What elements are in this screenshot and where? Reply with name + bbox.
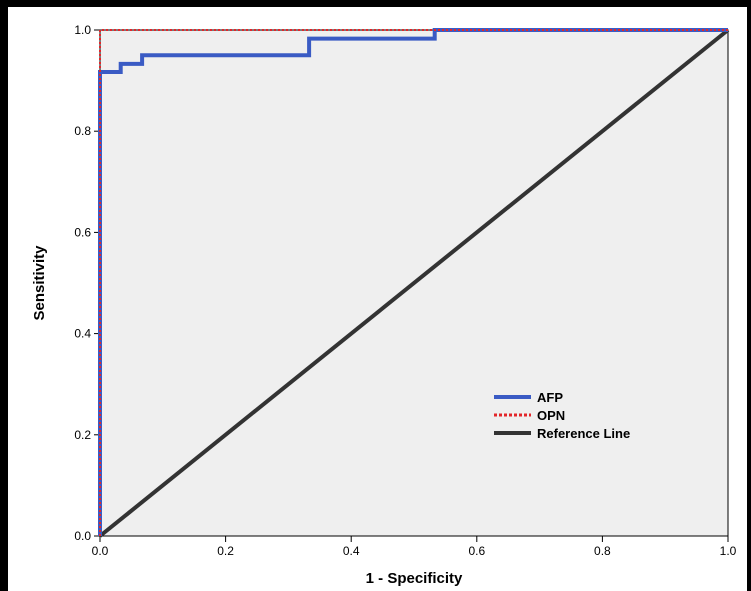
x-tick-label: 0.6 [468, 544, 485, 558]
series-line-afp [98, 28, 728, 536]
x-tick-label: 0.4 [343, 544, 360, 558]
x-axis: 0.0 0.2 0.4 0.6 0.8 1.0 [92, 536, 737, 558]
y-tick-label: 0.6 [74, 225, 91, 239]
series-line-opn [99, 29, 728, 536]
y-tick-label: 1.0 [74, 23, 91, 37]
y-tick-label: 0.0 [74, 529, 91, 543]
legend: AFP OPN Reference Line [494, 390, 630, 441]
y-tick-label: 0.2 [74, 428, 91, 442]
y-axis: 0.0 0.2 0.4 0.6 0.8 1.0 [74, 23, 100, 543]
legend-label: Reference Line [537, 426, 630, 441]
x-tick-label: 0.0 [92, 544, 109, 558]
x-tick-label: 0.8 [594, 544, 611, 558]
y-axis-title: Sensitivity [31, 245, 48, 321]
series-layer [98, 28, 730, 538]
x-tick-label: 1.0 [720, 544, 737, 558]
x-axis-title: 1 - Specificity [366, 570, 463, 587]
y-tick-label: 0.8 [74, 124, 91, 138]
legend-label: AFP [537, 390, 563, 405]
x-tick-label: 0.2 [217, 544, 234, 558]
series-line-reference-line [98, 28, 730, 538]
legend-label: OPN [537, 408, 565, 423]
y-tick-label: 0.4 [74, 327, 91, 341]
